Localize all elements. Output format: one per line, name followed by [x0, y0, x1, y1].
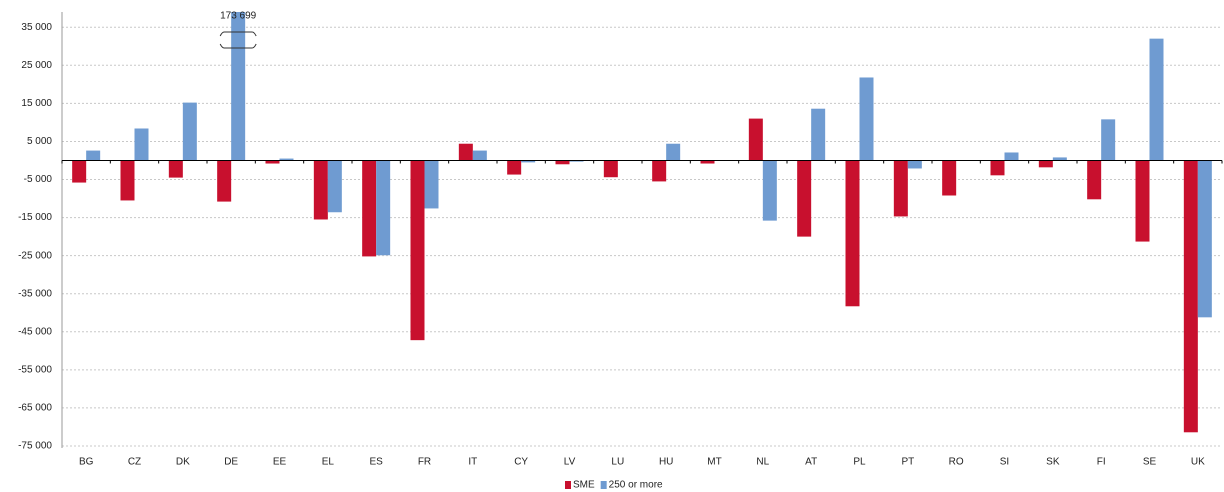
bar	[811, 108, 826, 161]
bar	[72, 160, 87, 183]
bar	[217, 160, 232, 202]
x-tick-label: IT	[468, 457, 477, 468]
bar	[472, 150, 487, 161]
x-tick-label: SE	[1143, 457, 1157, 468]
bar	[942, 160, 957, 196]
bar	[748, 118, 763, 161]
bar	[168, 160, 183, 178]
bar	[990, 160, 1005, 176]
y-tick-label: -75 000	[18, 441, 52, 452]
bar	[569, 160, 584, 162]
x-tick-label: DE	[224, 457, 238, 468]
x-tick-label: FI	[1097, 457, 1106, 468]
y-tick-label: 15 000	[21, 98, 52, 109]
bar	[376, 160, 391, 256]
bar	[362, 160, 377, 257]
bar	[120, 160, 135, 201]
bar	[1087, 160, 1102, 200]
bar	[313, 160, 328, 220]
bar	[182, 102, 197, 161]
x-tick-label: RO	[949, 457, 964, 468]
bar	[507, 160, 522, 175]
legend-label: 250 or more	[609, 480, 663, 491]
y-tick-label: -5 000	[24, 174, 53, 185]
bar	[424, 160, 439, 209]
x-tick-label: SI	[1000, 457, 1009, 468]
bar	[1135, 160, 1150, 242]
bar	[1183, 160, 1198, 433]
x-tick-label: FR	[418, 457, 431, 468]
legend-label: SME	[573, 480, 595, 491]
x-tick-label: UK	[1191, 457, 1205, 468]
y-tick-label: -65 000	[18, 403, 52, 414]
bar	[458, 143, 473, 161]
bar	[603, 160, 618, 178]
bars	[72, 12, 1212, 433]
y-tick-label: -15 000	[18, 212, 52, 223]
y-tick-label: 35 000	[21, 22, 52, 33]
x-tick-label: PT	[901, 457, 914, 468]
y-tick-label: -35 000	[18, 288, 52, 299]
bar	[797, 160, 812, 237]
bar	[666, 143, 681, 161]
bar	[1101, 119, 1116, 161]
y-tick-label: -45 000	[18, 326, 52, 337]
x-tick-label: HU	[659, 457, 673, 468]
x-tick-label: LV	[564, 457, 576, 468]
x-tick-label: LU	[611, 457, 624, 468]
x-tick-label: EE	[273, 457, 287, 468]
bar	[1038, 160, 1053, 168]
value-label: 173 699	[220, 11, 257, 22]
bar	[265, 160, 280, 164]
bar	[1197, 160, 1212, 318]
bar	[279, 158, 294, 161]
bar	[1052, 157, 1067, 161]
bar	[893, 160, 908, 217]
x-tick-label: NL	[756, 457, 769, 468]
bar	[327, 160, 342, 213]
x-tick-label: ES	[369, 457, 383, 468]
x-tick-label: SK	[1046, 457, 1060, 468]
bar	[1004, 152, 1019, 161]
x-tick-label: CZ	[128, 457, 141, 468]
bar	[652, 160, 667, 182]
y-tick-label: -55 000	[18, 365, 52, 376]
x-tick-label: EL	[322, 457, 335, 468]
bar	[1149, 38, 1164, 161]
bar	[134, 128, 149, 161]
x-tick-label: BG	[79, 457, 94, 468]
y-tick-label: -25 000	[18, 250, 52, 261]
bar	[700, 160, 715, 164]
bar	[762, 160, 777, 221]
x-tick-label: PL	[853, 457, 866, 468]
legend-swatch	[600, 481, 607, 489]
bar	[859, 77, 874, 161]
x-tick-label: MT	[707, 457, 721, 468]
bar	[907, 160, 922, 169]
bar	[555, 160, 570, 165]
bar	[231, 12, 246, 161]
bar	[845, 160, 860, 307]
x-tick-label: CY	[514, 457, 528, 468]
y-tick-label: 25 000	[21, 60, 52, 71]
y-tick-label: 5 000	[27, 136, 52, 147]
bar	[86, 150, 101, 161]
x-tick-label: DK	[176, 457, 190, 468]
break-bracket	[219, 31, 257, 49]
bar	[410, 160, 425, 341]
x-tick-label: AT	[805, 457, 817, 468]
bar	[521, 160, 536, 163]
legend-swatch	[565, 481, 571, 489]
